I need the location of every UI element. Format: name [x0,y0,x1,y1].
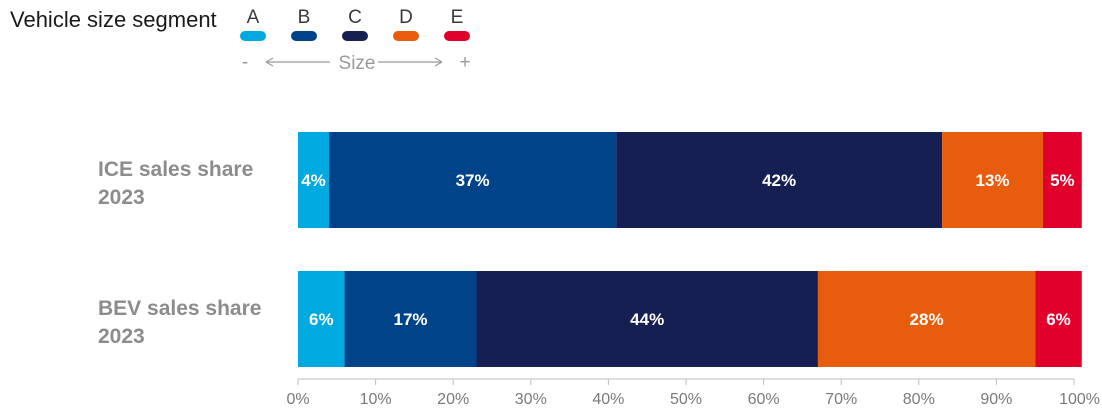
legend: A B C D E [240,7,470,41]
x-tick-label: 70% [825,391,857,408]
legend-label-e: E [451,7,464,28]
legend-swatch-d [393,31,419,41]
x-tick-label: 10% [360,391,392,408]
data-label-e: 5% [1050,171,1075,190]
bar-segment-d [942,132,1043,228]
legend-label-d: D [399,7,413,28]
x-tick-label: 50% [670,391,702,408]
x-tick-label: 40% [592,391,624,408]
data-label-b: 37% [456,171,490,190]
data-label-e: 6% [1046,310,1071,329]
size-scale: - Size + [242,52,471,74]
size-arrowhead-right [434,57,443,67]
data-label-c: 42% [762,171,796,190]
x-tick-label: 80% [903,391,935,408]
x-tick-label: 30% [515,391,547,408]
bar-segment-a [298,271,345,367]
data-label-c: 44% [630,310,664,329]
legend-label-a: A [247,7,260,28]
data-label-a: 6% [309,310,334,329]
x-tick-label: 90% [980,391,1012,408]
data-label-d: 13% [976,171,1010,190]
x-tick-label: 100% [1059,391,1100,408]
bar-segment-b [344,271,477,367]
bar-segment-e [1042,132,1082,228]
size-label: Size [339,53,376,74]
legend-swatch-b [291,31,317,41]
bar-segment-c [476,271,818,367]
size-max-symbol: + [459,52,470,73]
bar-segment-b [329,132,617,228]
x-tick-label: 0% [286,391,309,408]
legend-title: Vehicle size segment [10,7,217,32]
legend-label-c: C [348,7,362,28]
legend-swatch-a [240,31,266,41]
x-axis: 0% 10% 20% 30% 40% 50% 60% 70% 80% 90% 100% [286,378,1100,408]
size-arrowhead-left [265,57,274,67]
x-tick-label: 60% [748,391,780,408]
bar-row-2: BEV sales share 2023 6% 17% 44% 28% 6% [98,271,1082,367]
data-label-a: 4% [301,171,326,190]
bar-row-1: ICE sales share 2023 4% 37% 42% 13% 5% [98,132,1082,228]
data-label-b: 17% [394,310,428,329]
legend-label-b: B [298,7,311,28]
bar-segment-a [298,132,330,228]
bar-segment-c [616,132,943,228]
size-min-symbol: - [242,52,248,73]
category-label: BEV sales share 2023 [98,297,261,348]
legend-swatch-e [444,31,470,41]
bars: ICE sales share 2023 4% 37% 42% 13% 5% BEV sale… [98,132,1082,367]
bar-segment-d [817,271,1036,367]
data-label-d: 28% [910,310,944,329]
bar-segment-e [1035,271,1082,367]
x-tick-label: 20% [437,391,469,408]
category-label: ICE sales share 2023 [98,158,253,209]
legend-swatch-c [342,31,368,41]
